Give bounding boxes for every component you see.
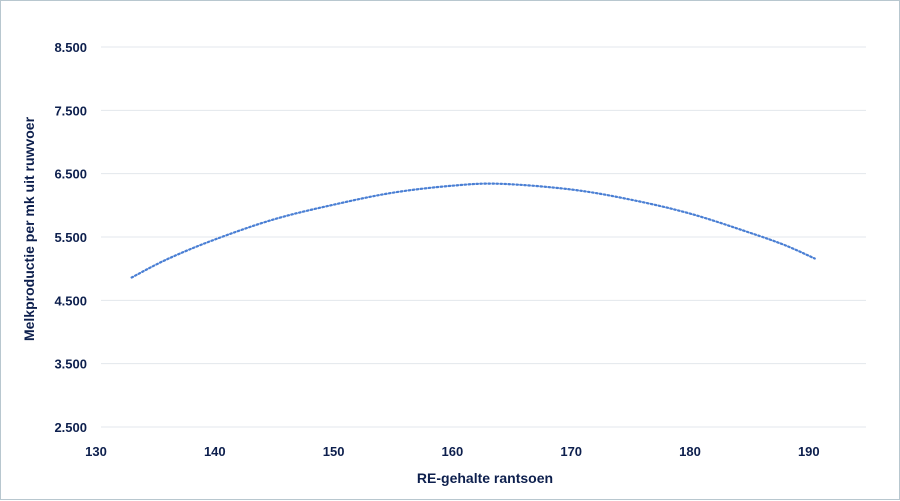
x-tick-label: 130 [85,444,107,459]
y-tick-label: 7.500 [54,103,87,118]
x-tick-label: 190 [798,444,820,459]
y-tick-label: 5.500 [54,230,87,245]
x-tick-label: 160 [442,444,464,459]
x-axis-ticks: 130 140 150 160 170 180 190 [85,444,820,459]
y-tick-label: 4.500 [54,293,87,308]
y-axis-ticks: 2.500 3.500 4.500 5.500 6.500 7.500 8.500 [54,40,87,435]
x-axis-label: RE-gehalte rantsoen [417,470,553,486]
y-tick-label: 6.500 [54,167,87,182]
y-axis-label: Melkproductie per mk uit ruwvoer [21,116,37,341]
series-layer [130,182,816,279]
series-line [130,182,816,279]
y-tick-label: 3.500 [54,357,87,372]
x-tick-label: 180 [679,444,701,459]
x-tick-label: 170 [560,444,582,459]
y-tick-label: 8.500 [54,40,87,55]
y-tick-label: 2.500 [54,420,87,435]
gridlines [101,46,866,428]
x-tick-label: 150 [323,444,345,459]
x-tick-label: 140 [204,444,226,459]
